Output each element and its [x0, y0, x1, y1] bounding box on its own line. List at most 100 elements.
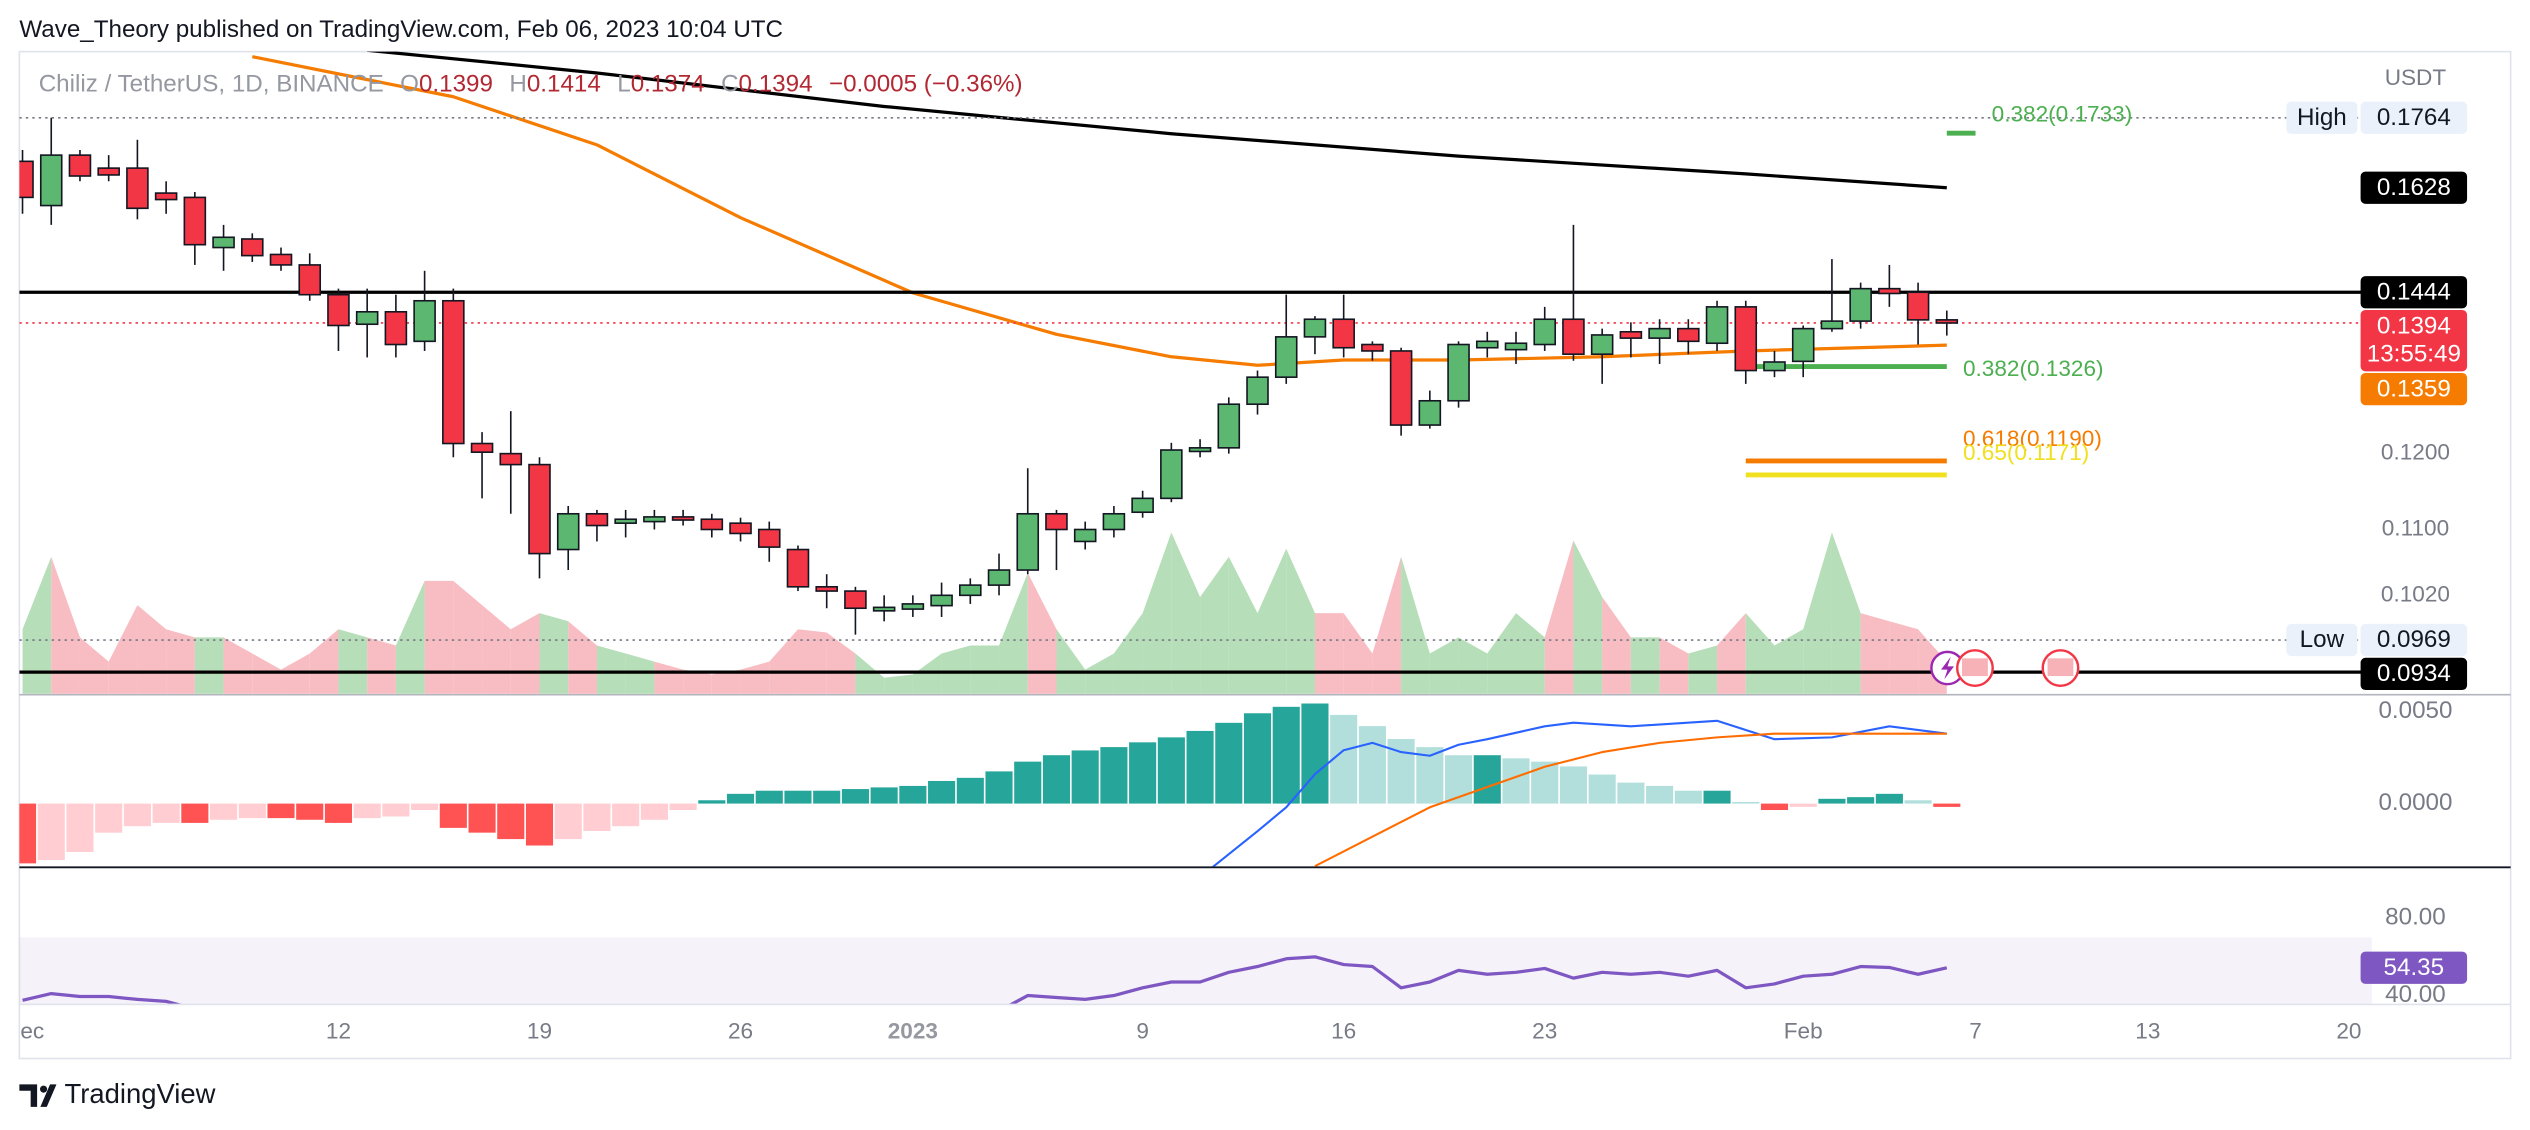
macd-histogram-bar	[1789, 803, 1817, 807]
macd-histogram-bar	[1042, 755, 1071, 804]
price-tag-label: 0.0934	[2377, 660, 2451, 687]
x-tick-label: ec	[20, 1019, 44, 1044]
price-tag	[2360, 372, 2468, 406]
rsi-line	[22, 955, 1948, 1004]
candle-body	[39, 154, 63, 207]
macd-histogram-bar	[468, 803, 496, 833]
macd-histogram-bar	[19, 803, 37, 864]
price-tag-label: 0.1394	[2377, 312, 2451, 339]
candle-body	[643, 516, 666, 523]
price-tag	[2360, 276, 2468, 309]
candle-body	[1303, 318, 1327, 338]
candle-body	[1418, 399, 1442, 426]
candle-body	[1389, 350, 1413, 426]
macd-histogram-bar	[525, 803, 554, 846]
volume-area	[1544, 540, 1574, 694]
macd-histogram-bar	[1129, 742, 1157, 804]
x-tick-label: 19	[527, 1019, 552, 1044]
price-tag	[2360, 657, 2468, 691]
volume-area	[1659, 637, 1689, 694]
candle-body	[671, 516, 695, 521]
rsi-tag-label: 54.35	[2384, 954, 2445, 981]
macd-histogram-bar	[1301, 703, 1329, 804]
candle-body	[1102, 512, 1126, 531]
macd-histogram-bar	[1703, 790, 1731, 804]
candle-body	[1820, 320, 1844, 330]
price-tag	[2360, 623, 2468, 657]
macd-histogram-bar	[1847, 797, 1875, 804]
macd-histogram-bar	[1904, 800, 1932, 804]
volume-area	[194, 637, 224, 694]
macd-histogram-bar	[1186, 730, 1214, 804]
candle-body	[729, 522, 752, 535]
macd-histogram-bar	[1272, 706, 1300, 804]
candle-body	[757, 528, 781, 548]
fib-label: 0.382(0.1326)	[1963, 356, 2104, 381]
volume-area	[1142, 532, 1172, 694]
x-tick-label: 2023	[888, 1019, 938, 1044]
price-pane	[19, 51, 2372, 694]
macd-histogram-bar	[238, 803, 266, 819]
candle-body	[786, 548, 810, 588]
volume-area	[797, 629, 827, 694]
candle-body	[1274, 336, 1298, 378]
volume-area	[1314, 613, 1344, 694]
candle-body	[1648, 327, 1671, 339]
fib-label: 0.382(0.1733)	[1992, 101, 2133, 126]
candle-body	[126, 167, 149, 210]
volume-area	[740, 661, 770, 694]
macd-histogram-bar	[1243, 713, 1272, 804]
volume-area	[1889, 621, 1919, 694]
legend-value: 0.1374	[631, 71, 705, 98]
macd-histogram-bar	[1531, 761, 1559, 804]
price-tag-label: 0.1628	[2377, 174, 2451, 201]
x-tick-label: 9	[1136, 1019, 1149, 1044]
candle-body	[1878, 287, 1901, 295]
candle-body	[1504, 342, 1528, 351]
macd-histogram-bar	[267, 803, 295, 819]
y-tick-label: 0.1020	[2381, 581, 2450, 606]
candle-body	[1533, 318, 1557, 346]
volume-area	[769, 629, 798, 694]
macd-histogram-bar	[956, 777, 984, 804]
macd-histogram-bar	[1818, 798, 1846, 804]
countdown: 13:55:49	[2367, 341, 2461, 368]
candle-body	[327, 293, 350, 327]
volume-area	[1630, 637, 1660, 694]
y-tick-label: 0.1100	[2382, 515, 2449, 540]
fib-label: 0.65(0.1171)	[1963, 440, 2089, 465]
candle-body	[1447, 343, 1470, 402]
x-tick-label: 20	[2336, 1019, 2361, 1044]
flag	[1962, 658, 1988, 677]
candle-body	[1562, 318, 1585, 355]
legend-key: L	[617, 71, 630, 98]
macd-histogram-bar	[1215, 722, 1243, 804]
candle-body	[1160, 449, 1183, 500]
legend-change: −0.0005 (−0.36%)	[829, 71, 1023, 98]
macd-histogram-bar	[755, 790, 783, 804]
volume-area	[367, 637, 396, 694]
volume-area	[1027, 572, 1057, 694]
price-tag	[2360, 101, 2468, 134]
candle-body	[1073, 528, 1097, 543]
frame	[18, 50, 2512, 1060]
macd-histogram-bar	[841, 789, 869, 804]
volume-area	[1573, 540, 1603, 694]
macd-histogram-bar	[1588, 774, 1616, 804]
x-tick-label: 26	[728, 1019, 753, 1044]
macd-histogram-bar	[813, 790, 841, 804]
candle-body	[1246, 376, 1269, 406]
macd-histogram-bar	[612, 803, 640, 827]
candle-body	[1734, 306, 1758, 372]
macd-histogram-bar	[123, 803, 151, 827]
rsi-tick-label: 40.00	[2385, 981, 2446, 1008]
price-tag-name-box	[2286, 101, 2358, 134]
candle-body	[212, 236, 235, 249]
event-icon	[1941, 656, 1954, 680]
candle-body	[298, 264, 322, 296]
candle-body	[1935, 319, 1959, 324]
macd-histogram-bar	[1445, 755, 1473, 804]
macd-histogram-bar	[324, 803, 353, 823]
symbol-title: Chiliz / TetherUS, 1D, BINANCE	[39, 71, 384, 98]
candle-body	[959, 584, 982, 597]
